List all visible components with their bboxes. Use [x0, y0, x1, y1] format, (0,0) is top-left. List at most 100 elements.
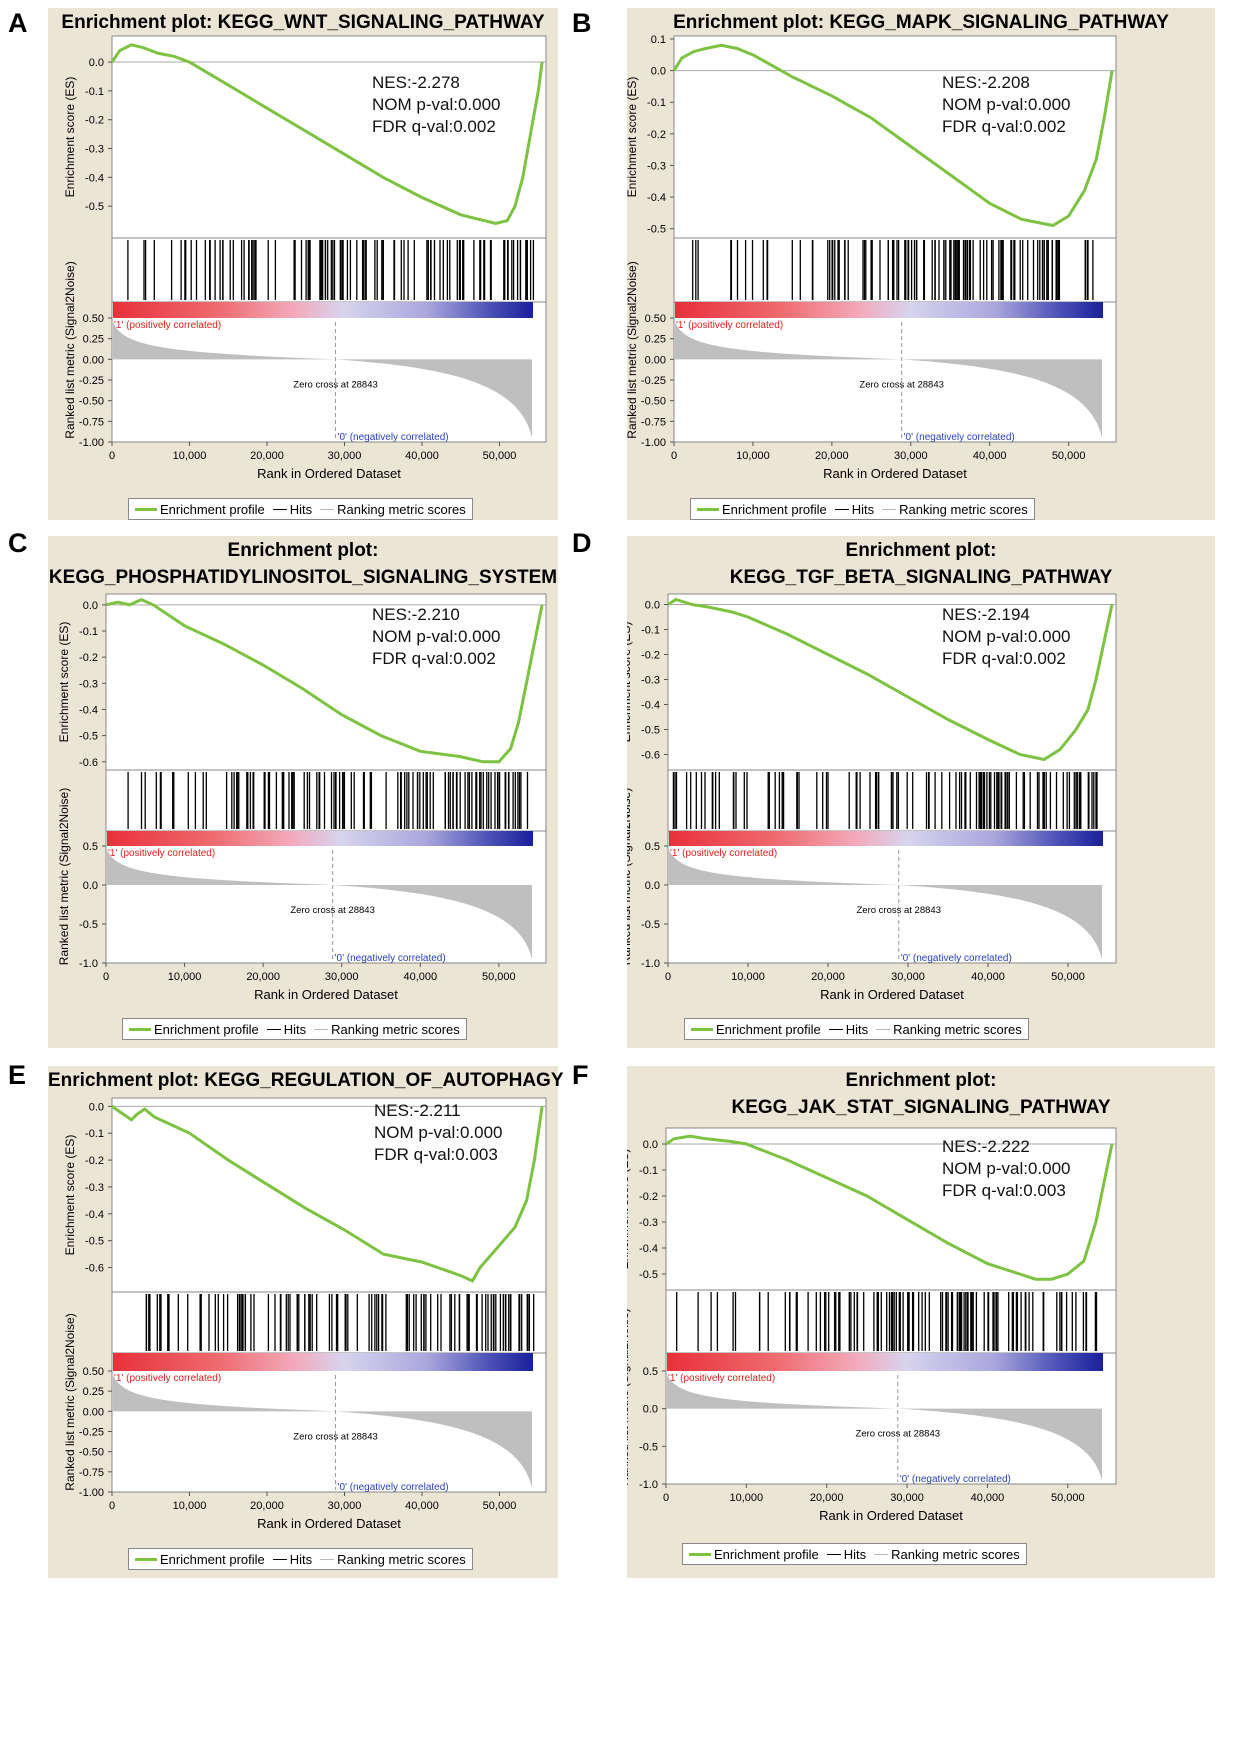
x-tick-label: 20,000	[246, 971, 280, 983]
x-tick-label: 50,000	[483, 450, 517, 462]
metric-tick-label: 0.00	[83, 354, 104, 366]
es-axis-label: Enrichment score (ES)	[63, 77, 77, 198]
metric-tick-label: -0.75	[79, 416, 104, 428]
legend-swatch	[266, 1028, 281, 1030]
metric-tick-label: 0.5	[645, 841, 660, 853]
ranking-color-bar	[113, 1353, 533, 1371]
x-tick-label: 40,000	[403, 971, 437, 983]
x-tick-label: 50,000	[1051, 971, 1085, 983]
es-axis-label: Enrichment score (ES)	[627, 622, 633, 743]
enrichment-profile-line	[667, 597, 1114, 762]
x-tick-label: 50,000	[483, 1500, 517, 1512]
panel-letter: A	[8, 8, 28, 38]
x-tick-label: 50,000	[482, 971, 516, 983]
metric-axis-label: Ranked list metric (Signal2Noise)	[627, 1308, 631, 1485]
metric-tick-label: 0.5	[83, 841, 98, 853]
es-tick-label: 0.0	[89, 57, 104, 69]
legend-label: Enrichment profile	[160, 1551, 265, 1567]
metric-axis-label: Ranked list metric (Signal2Noise)	[627, 261, 639, 438]
zero-cross-label: Zero cross at 28843	[856, 1429, 941, 1440]
panel-letter: F	[572, 1060, 589, 1090]
positive-label: '1' (positively correlated)	[114, 1373, 221, 1384]
x-tick-label: 10,000	[173, 450, 207, 462]
es-tick-label: -0.3	[79, 678, 98, 690]
x-tick-label: 30,000	[894, 450, 928, 462]
x-tick-label: 10,000	[731, 971, 765, 983]
metric-tick-label: 0.50	[645, 313, 666, 325]
metric-tick-label: -0.75	[641, 416, 666, 428]
stat-fdr: FDR q-val:0.002	[942, 649, 1066, 668]
es-tick-label: -0.5	[639, 1269, 658, 1281]
negative-label: '0' (negatively correlated)	[900, 1474, 1011, 1485]
es-tick-label: -0.3	[85, 1182, 104, 1194]
legend-label: Ranking metric scores	[893, 1021, 1022, 1037]
legend-label: Ranking metric scores	[331, 1021, 460, 1037]
zero-cross-label: Zero cross at 28843	[293, 1431, 378, 1442]
x-tick-label: 20,000	[811, 971, 845, 983]
legend: Enrichment profile Hits Ranking metric sco…	[128, 498, 473, 520]
es-tick-label: 0.1	[651, 34, 666, 46]
ranking-color-bar	[667, 1353, 1103, 1371]
negative-label: '0' (negatively correlated)	[901, 953, 1012, 964]
metric-tick-label: 0.00	[83, 1406, 104, 1418]
x-axis-label: Rank in Ordered Dataset	[257, 466, 401, 481]
chart-title: Enrichment plot:	[845, 540, 997, 561]
es-tick-label: -0.6	[79, 757, 98, 769]
enrichment-chart: 0.0 -0.1 -0.2 -0.3 -0.4 -0.5 -0.6 Enrichment sc…	[627, 593, 1117, 1002]
stat-nes: NES:-2.208	[942, 73, 1030, 92]
panel-d: Enrichment plot: KEGG_TGF_BETA_SIGNALING_…	[627, 528, 1255, 1056]
metric-tick-label: -0.50	[641, 396, 666, 408]
legend-swatch	[320, 1558, 335, 1560]
legend-hits: Hits	[826, 1547, 866, 1562]
metric-tick-label: -0.5	[641, 919, 660, 931]
x-tick-label: 10,000	[730, 1492, 764, 1504]
x-tick-label: 40,000	[405, 1500, 439, 1512]
legend-label: Hits	[289, 1551, 313, 1567]
legend-swatch	[882, 508, 897, 510]
x-tick-label: 50,000	[1052, 450, 1086, 462]
negative-label: '0' (negatively correlated)	[335, 953, 446, 964]
es-tick-label: -0.6	[85, 1263, 104, 1275]
es-tick-label: -0.2	[85, 1155, 104, 1167]
x-tick-label: 20,000	[815, 450, 849, 462]
es-tick-label: -0.4	[79, 704, 98, 716]
metric-tick-label: -0.50	[79, 396, 104, 408]
legend-swatch	[314, 1028, 329, 1030]
x-tick-label: 20,000	[250, 450, 284, 462]
enrichment-chart: 0.0 -0.1 -0.2 -0.3 -0.4 -0.5 -0.6 Enrichment sc…	[57, 593, 547, 1002]
metric-tick-label: -1.00	[79, 1487, 104, 1499]
legend-enrichment-profile: Enrichment profile	[691, 1022, 821, 1037]
legend-label: Ranking metric scores	[899, 501, 1028, 517]
enrichment-chart: 0.0 -0.1 -0.2 -0.3 -0.4 -0.5 -0.6 Enrichment sc…	[63, 1097, 547, 1531]
panel-letter: D	[572, 528, 592, 558]
x-tick-label: 0	[109, 1500, 115, 1512]
negative-label: '0' (negatively correlated)	[338, 432, 449, 443]
es-tick-label: -0.1	[85, 1128, 104, 1140]
legend-enrichment-profile: Enrichment profile	[129, 1022, 259, 1037]
es-tick-label: -0.2	[641, 650, 660, 662]
ranking-color-bar	[113, 302, 533, 318]
legend-label: Hits	[851, 501, 875, 517]
enrichment-profile-line	[111, 1105, 544, 1283]
metric-tick-label: -0.50	[79, 1447, 104, 1459]
chart-title: Enrichment plot: KEGG_WNT_SIGNALING_PATH…	[61, 12, 545, 33]
stat-nom: NOM p-val:0.000	[372, 627, 501, 646]
legend-enrichment-profile: Enrichment profile	[135, 1552, 265, 1567]
ranking-color-bar	[107, 831, 533, 846]
legend-swatch	[129, 1027, 151, 1031]
panel-letter: C	[8, 528, 28, 558]
es-tick-label: -0.5	[641, 725, 660, 737]
metric-axis-label: Ranked list metric (Signal2Noise)	[63, 261, 77, 438]
x-tick-label: 30,000	[328, 450, 362, 462]
x-axis-label: Rank in Ordered Dataset	[820, 987, 964, 1002]
metric-tick-label: 0.25	[83, 1386, 104, 1398]
chart-title: KEGG_PHOSPHATIDYLINOSITOL_SIGNALING_SYST…	[48, 567, 558, 588]
legend-ranking-metric: Ranking metric scores	[314, 1022, 460, 1037]
metric-axis-label: Ranked list metric (Signal2Noise)	[57, 788, 71, 965]
x-tick-label: 30,000	[890, 1492, 924, 1504]
es-tick-label: -0.5	[85, 1236, 104, 1248]
panel-letter: E	[8, 1060, 27, 1090]
x-axis-label: Rank in Ordered Dataset	[254, 987, 398, 1002]
x-tick-label: 40,000	[971, 1492, 1005, 1504]
metric-tick-label: -0.5	[639, 1441, 658, 1453]
